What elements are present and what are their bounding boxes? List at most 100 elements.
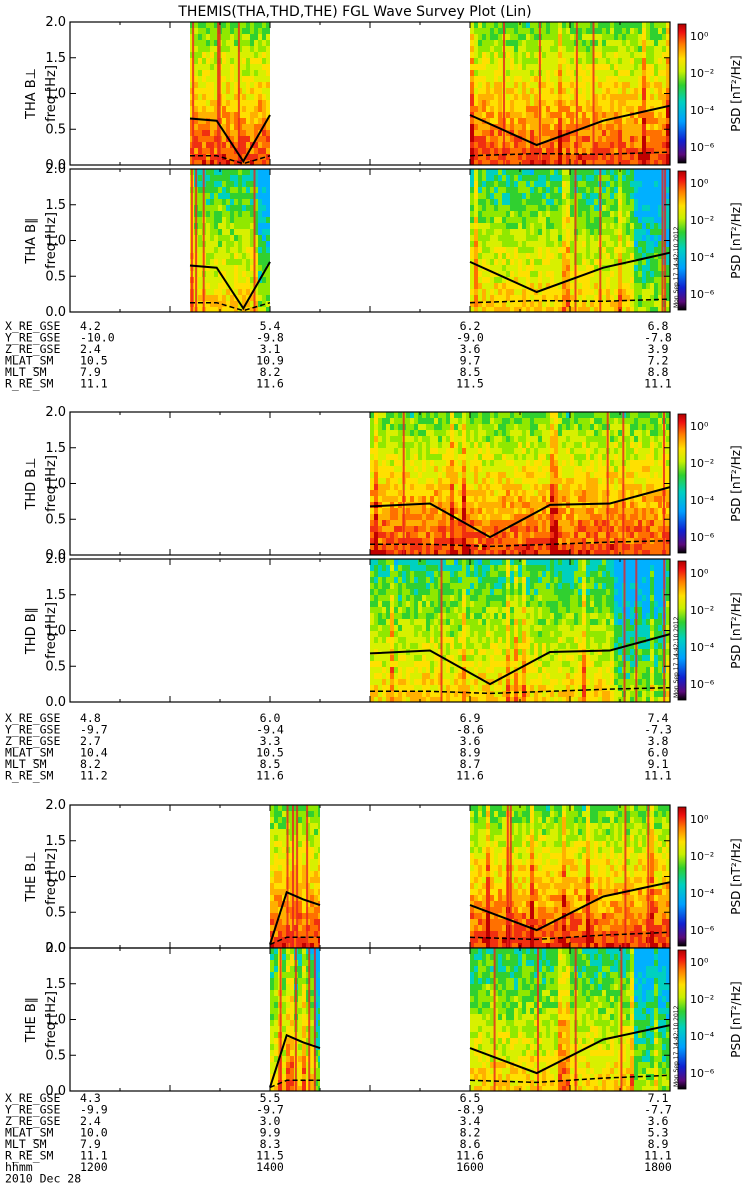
helium-gyrofrequency-line: [190, 154, 271, 165]
heatmap-cell: [642, 142, 646, 148]
heatmap-cell: [194, 112, 198, 118]
heatmap-cell: [446, 418, 450, 424]
heatmap-cell: [654, 82, 658, 88]
heatmap-cell: [610, 466, 614, 472]
heatmap-cell: [190, 112, 194, 118]
heatmap-cell: [638, 130, 642, 136]
heatmap-cell: [222, 283, 226, 289]
heatmap-cell: [494, 154, 498, 160]
heatmap-cell: [554, 259, 558, 265]
heatmap-cell: [550, 307, 554, 312]
heatmap-cell: [450, 466, 454, 472]
heatmap-cell: [258, 211, 262, 217]
heatmap-cell: [550, 28, 554, 34]
heatmap-cell: [234, 88, 238, 94]
heatmap-cell: [562, 466, 566, 472]
heatmap-cell: [538, 301, 542, 307]
heatmap-cell: [410, 424, 414, 430]
heatmap-cell: [482, 181, 486, 187]
heatmap-cell: [582, 259, 586, 265]
heatmap-cell: [506, 448, 510, 454]
heatmap-cell: [658, 253, 662, 259]
heatmap-cell: [578, 181, 582, 187]
heatmap-cell: [566, 514, 570, 520]
heatmap-cell: [570, 283, 574, 289]
heatmap-cell: [510, 40, 514, 46]
heatmap-cell: [486, 454, 490, 460]
heatmap-cell: [570, 289, 574, 295]
heatmap-cell: [590, 301, 594, 307]
heatmap-cell: [502, 430, 506, 436]
heatmap-cell: [594, 289, 598, 295]
heatmap-cell: [498, 502, 502, 508]
heatmap-cell: [650, 82, 654, 88]
heatmap-cell: [206, 169, 210, 175]
heatmap-cell: [262, 307, 266, 312]
heatmap-cell: [526, 169, 530, 175]
heatmap-cell: [646, 205, 650, 211]
heatmap-cell: [554, 58, 558, 64]
heatmap-cell: [438, 442, 442, 448]
heatmap-cell: [638, 205, 642, 211]
heatmap-cell: [210, 223, 214, 229]
heatmap-cell: [658, 241, 662, 247]
heatmap-cell: [626, 271, 630, 277]
heatmap-cell: [374, 412, 378, 418]
heatmap-cell: [386, 466, 390, 472]
heatmap-cell: [486, 496, 490, 502]
heatmap-cell: [562, 34, 566, 40]
heatmap-cell: [658, 88, 662, 94]
heatmap-cell: [638, 277, 642, 283]
heatmap-cell: [578, 34, 582, 40]
heatmap-cell: [494, 265, 498, 271]
heatmap-cell: [198, 154, 202, 160]
heatmap-cell: [434, 520, 438, 526]
heatmap-cell: [510, 508, 514, 514]
heatmap-cell: [194, 136, 198, 142]
heatmap-cell: [638, 301, 642, 307]
heatmap-cell: [482, 526, 486, 532]
heatmap-cell: [590, 22, 594, 28]
heatmap-cell: [266, 142, 270, 148]
heatmap-cell: [446, 508, 450, 514]
heatmap-cell: [506, 514, 510, 520]
heatmap-cell: [526, 181, 530, 187]
heatmap-cell: [566, 142, 570, 148]
heatmap-cell: [498, 265, 502, 271]
heatmap-cell: [190, 52, 194, 58]
heatmap-cell: [470, 217, 474, 223]
heatmap-cell: [562, 538, 566, 544]
heatmap-cell: [374, 424, 378, 430]
heatmap-cell: [602, 82, 606, 88]
heatmap-cell: [498, 496, 502, 502]
heatmap-cell: [230, 253, 234, 259]
heatmap-cell: [394, 544, 398, 550]
heatmap-cell: [566, 295, 570, 301]
heatmap-cell: [650, 154, 654, 160]
heatmap-cell: [554, 544, 558, 550]
heatmap-cell: [590, 253, 594, 259]
heatmap-cell: [474, 229, 478, 235]
heatmap-cell: [622, 211, 626, 217]
heatmap-cell: [418, 544, 422, 550]
heatmap-cell: [210, 193, 214, 199]
heatmap-cell: [262, 94, 266, 100]
heatmap-cell: [494, 88, 498, 94]
heatmap-cell: [242, 181, 246, 187]
heatmap-cell: [258, 154, 262, 160]
heatmap-cell: [646, 148, 650, 154]
heatmap-cell: [518, 538, 522, 544]
heatmap-cell: [634, 82, 638, 88]
heatmap-cell: [262, 253, 266, 259]
heatmap-cell: [526, 28, 530, 34]
heatmap-cell: [266, 211, 270, 217]
heatmap-cell: [406, 424, 410, 430]
heatmap-cell: [522, 430, 526, 436]
heatmap-cell: [226, 223, 230, 229]
heatmap-cell: [602, 205, 606, 211]
heatmap-cell: [502, 175, 506, 181]
heatmap-cell: [470, 211, 474, 217]
heatmap-cell: [666, 271, 670, 277]
heatmap-cell: [638, 106, 642, 112]
heatmap-cell: [562, 448, 566, 454]
